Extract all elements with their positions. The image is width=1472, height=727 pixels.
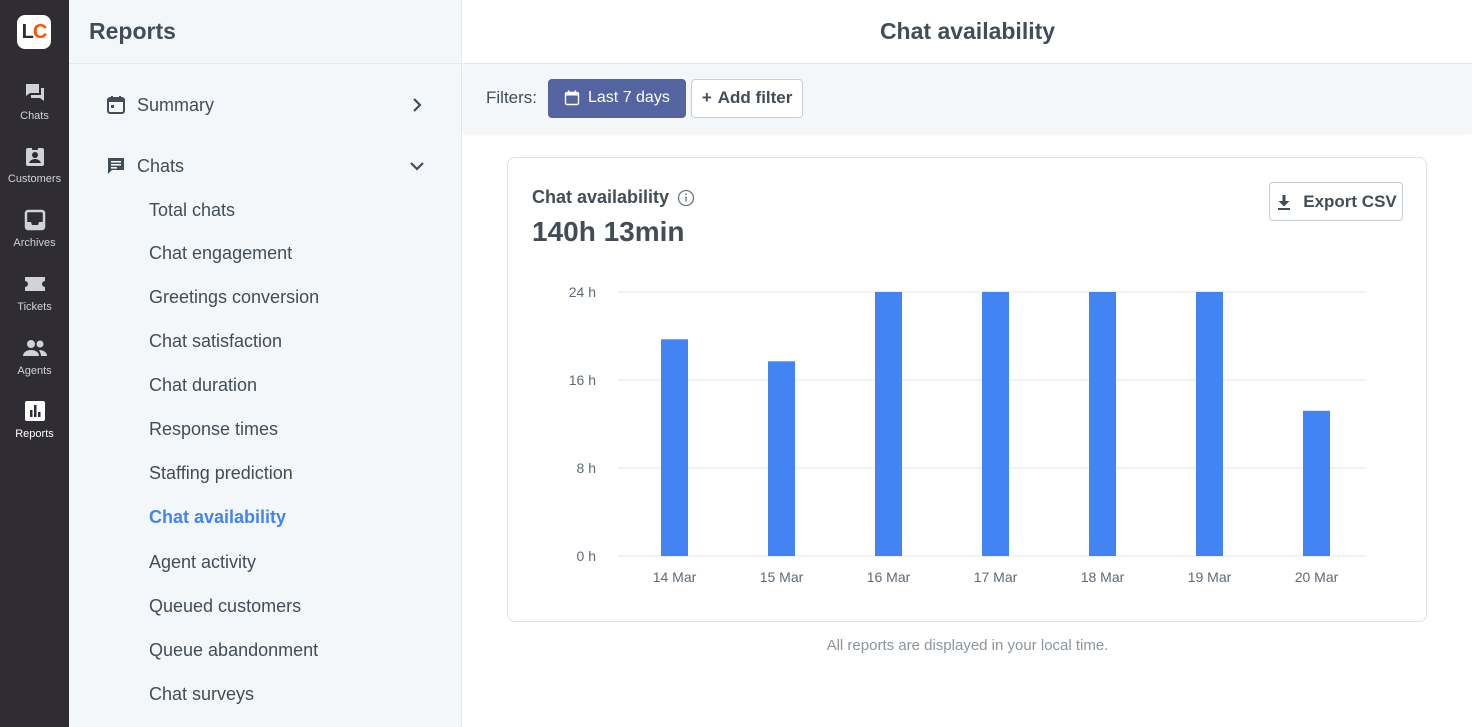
sidebar-item-agent-activity[interactable]: Agent activity <box>149 552 257 572</box>
customer-badge-icon <box>22 143 48 169</box>
rail-item-chats[interactable]: Chats <box>0 80 69 140</box>
sidebar-item-queued-customers[interactable]: Queued customers <box>149 596 302 616</box>
x-tick-label: 18 Mar <box>1081 569 1125 585</box>
bar-15-mar[interactable] <box>768 361 795 556</box>
card-title: Chat availability <box>532 187 695 208</box>
sidebar-item-greetings-conversion[interactable]: Greetings conversion <box>149 287 320 307</box>
export-csv-button[interactable]: Export CSV <box>1269 182 1403 221</box>
sidebar-item-response-times[interactable]: Response times <box>149 419 279 439</box>
plus-icon: + <box>701 88 712 107</box>
rail-item-reports[interactable]: Reports <box>0 398 69 458</box>
rail-label: Tickets <box>17 301 52 313</box>
rail-label: Customers <box>7 173 62 185</box>
bar-19-mar[interactable] <box>1196 292 1223 556</box>
add-filter-label: Add filter <box>717 88 793 107</box>
bar-14-mar[interactable] <box>661 339 688 556</box>
y-tick-label: 8 h <box>577 460 596 476</box>
y-tick-label: 16 h <box>569 372 596 388</box>
archive-tray-icon <box>22 207 48 233</box>
x-tick-label: 20 Mar <box>1295 569 1339 585</box>
rail-label: Chats <box>20 110 49 122</box>
sidebar-item-chat-satisfaction[interactable]: Chat satisfaction <box>149 331 283 351</box>
x-tick-label: 15 Mar <box>760 569 804 585</box>
sidebar-item-chat-duration[interactable]: Chat duration <box>149 375 258 395</box>
reports-sidebar: Reports Summary Chats Total chats Chat e… <box>69 0 462 727</box>
sidebar-item-staffing-prediction[interactable]: Staffing prediction <box>149 463 293 483</box>
x-tick-label: 17 Mar <box>974 569 1018 585</box>
main-content: Chat availability Filters: Last 7 days +… <box>463 0 1472 727</box>
agents-icon <box>22 335 48 361</box>
rail-item-customers[interactable]: Customers <box>0 143 69 203</box>
rail-label: Agents <box>17 365 52 377</box>
bar-17-mar[interactable] <box>982 292 1009 556</box>
sidebar-item-chat-engagement[interactable]: Chat engagement <box>149 243 293 263</box>
bar-20-mar[interactable] <box>1303 410 1330 556</box>
y-tick-label: 0 h <box>577 548 596 564</box>
chat-square-icon <box>106 156 126 176</box>
main-header: Chat availability <box>463 0 1472 64</box>
nav-group-chats[interactable]: Chats <box>69 146 462 186</box>
nav-group-label: Summary <box>137 94 215 115</box>
nav-group-summary[interactable]: Summary <box>69 85 462 125</box>
page-title: Chat availability <box>879 18 1056 44</box>
y-tick-label: 24 h <box>569 284 596 300</box>
x-tick-label: 14 Mar <box>653 569 697 585</box>
bar-18-mar[interactable] <box>1089 292 1116 556</box>
x-tick-label: 16 Mar <box>867 569 911 585</box>
download-icon <box>1275 193 1293 211</box>
date-range-button[interactable]: Last 7 days <box>548 78 686 118</box>
bar-chart-icon <box>22 398 48 424</box>
x-tick-label: 19 Mar <box>1188 569 1232 585</box>
chat-bubbles-icon <box>22 80 48 106</box>
rail-label: Archives <box>13 237 56 249</box>
nav-group-label: Chats <box>137 155 185 176</box>
sidebar-item-chat-availability[interactable]: Chat availability <box>149 507 287 527</box>
rail-label: Reports <box>15 428 54 440</box>
info-icon[interactable] <box>677 189 695 207</box>
rail-item-archives[interactable]: Archives <box>0 207 69 267</box>
sidebar-item-queue-abandonment[interactable]: Queue abandonment <box>149 640 319 660</box>
chevron-down-icon <box>407 156 427 176</box>
filters-label: Filters: <box>486 88 537 107</box>
logo-letter-c: C <box>32 20 47 43</box>
chat-availability-card: Chat availability 140h 13min Export CSV … <box>507 157 1427 622</box>
export-csv-label: Export CSV <box>1303 191 1397 211</box>
sidebar-item-chat-surveys[interactable]: Chat surveys <box>149 684 255 704</box>
total-availability-value: 140h 13min <box>532 216 685 247</box>
logo-letter-l: L <box>21 20 34 43</box>
card-title-text: Chat availability <box>532 187 670 207</box>
sidebar-title: Reports <box>89 18 176 44</box>
add-filter-button[interactable]: + Add filter <box>690 78 804 118</box>
chevron-right-icon <box>407 95 427 115</box>
timezone-footnote: All reports are displayed in your local … <box>826 637 1109 654</box>
filters-bar: Filters: Last 7 days + Add filter <box>463 64 1472 132</box>
sidebar-header: Reports <box>69 0 461 64</box>
rail-item-agents[interactable]: Agents <box>0 335 69 395</box>
sidebar-item-total-chats[interactable]: Total chats <box>149 200 236 220</box>
date-range-label: Last 7 days <box>588 89 670 106</box>
calendar-icon <box>106 95 126 115</box>
ticket-icon <box>22 271 48 297</box>
calendar-icon <box>564 90 580 106</box>
bar-16-mar[interactable] <box>875 292 902 556</box>
rail-item-tickets[interactable]: Tickets <box>0 271 69 331</box>
availability-bar-chart: 0 h 8 h 16 h 24 h 14 Mar 15 Mar 16 Mar 17 Mar 18… <box>569 284 1367 585</box>
